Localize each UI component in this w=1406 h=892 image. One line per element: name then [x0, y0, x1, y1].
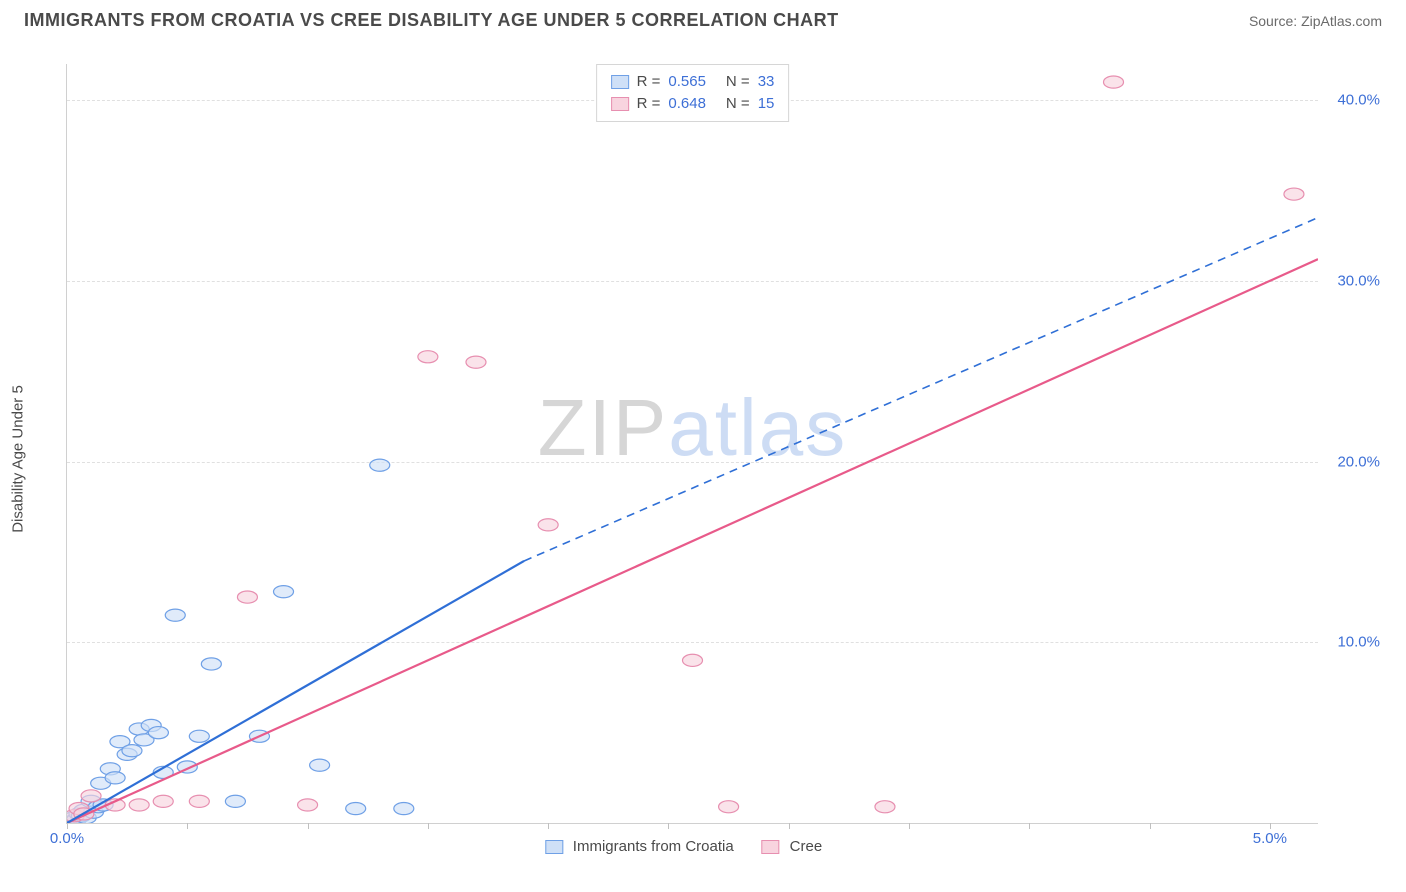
scatter-point-croatia [370, 459, 390, 471]
scatter-point-cree [466, 356, 486, 368]
r-label: R = [637, 71, 661, 93]
x-minor-tick [187, 823, 188, 829]
correlation-legend: R = 0.565 N = 33 R = 0.648 N = 15 [596, 64, 790, 122]
x-minor-tick [909, 823, 910, 829]
legend-swatch [545, 840, 563, 854]
plot-area: ZIPatlas R = 0.565N = 33R = 0.648N = 15 … [66, 64, 1318, 824]
scatter-point-cree [189, 795, 209, 807]
x-minor-tick [668, 823, 669, 829]
r-label: R = [637, 93, 661, 115]
n-label: N = [726, 71, 750, 93]
scatter-point-croatia [189, 730, 209, 742]
scatter-point-cree [1104, 76, 1124, 88]
chart-title: IMMIGRANTS FROM CROATIA VS CREE DISABILI… [24, 10, 839, 31]
scatter-point-cree [81, 790, 101, 802]
x-tick [1029, 823, 1030, 829]
x-tick [308, 823, 309, 829]
trendline-croatia-solid [67, 561, 524, 823]
legend-label: Cree [790, 838, 823, 855]
scatter-point-cree [418, 351, 438, 363]
scatter-point-croatia [201, 658, 221, 670]
n-value: 15 [758, 93, 775, 115]
legend-row: R = 0.565 N = 33 [611, 71, 775, 93]
source-prefix: Source: [1249, 13, 1301, 29]
scatter-point-cree [538, 519, 558, 531]
legend-swatch [762, 840, 780, 854]
r-value: 0.565 [668, 71, 706, 93]
x-minor-tick [1150, 823, 1151, 829]
y-tick-label: 30.0% [1337, 272, 1380, 289]
scatter-point-croatia [394, 802, 414, 814]
scatter-point-croatia [148, 727, 168, 739]
scatter-point-cree [237, 591, 257, 603]
scatter-point-croatia [165, 609, 185, 621]
scatter-point-cree [719, 801, 739, 813]
scatter-point-croatia [346, 802, 366, 814]
y-tick-label: 40.0% [1337, 92, 1380, 109]
trendline-cree [67, 259, 1318, 823]
y-tick-label: 20.0% [1337, 453, 1380, 470]
x-tick [789, 823, 790, 829]
source-attribution: Source: ZipAtlas.com [1249, 13, 1382, 29]
scatter-point-cree [153, 795, 173, 807]
plot-svg [67, 64, 1318, 823]
r-value: 0.648 [668, 93, 706, 115]
scatter-point-cree [1284, 188, 1304, 200]
n-label: N = [726, 93, 750, 115]
x-tick [67, 823, 68, 829]
x-tick [548, 823, 549, 829]
scatter-point-cree [875, 801, 895, 813]
y-tick-label: 10.0% [1337, 634, 1380, 651]
legend-label: Immigrants from Croatia [573, 838, 734, 855]
scatter-point-croatia [122, 745, 142, 757]
scatter-point-croatia [105, 772, 125, 784]
scatter-point-cree [298, 799, 318, 811]
legend-swatch [611, 97, 629, 111]
n-value: 33 [758, 71, 775, 93]
scatter-point-croatia [310, 759, 330, 771]
legend-row: R = 0.648 N = 15 [611, 93, 775, 115]
x-tick [1270, 823, 1271, 829]
legend-swatch [611, 75, 629, 89]
series-legend: Immigrants from Croatia Cree [545, 838, 840, 855]
chart-container: Disability Age Under 5 ZIPatlas R = 0.56… [18, 44, 1388, 874]
scatter-point-cree [682, 654, 702, 666]
x-tick-label: 5.0% [1253, 830, 1287, 847]
scatter-point-croatia [274, 586, 294, 598]
source-name: ZipAtlas.com [1301, 13, 1382, 29]
y-axis-label: Disability Age Under 5 [10, 385, 27, 533]
scatter-point-cree [129, 799, 149, 811]
x-minor-tick [428, 823, 429, 829]
scatter-point-croatia [225, 795, 245, 807]
x-tick-label: 0.0% [50, 830, 84, 847]
trendline-croatia-dashed [524, 218, 1318, 561]
